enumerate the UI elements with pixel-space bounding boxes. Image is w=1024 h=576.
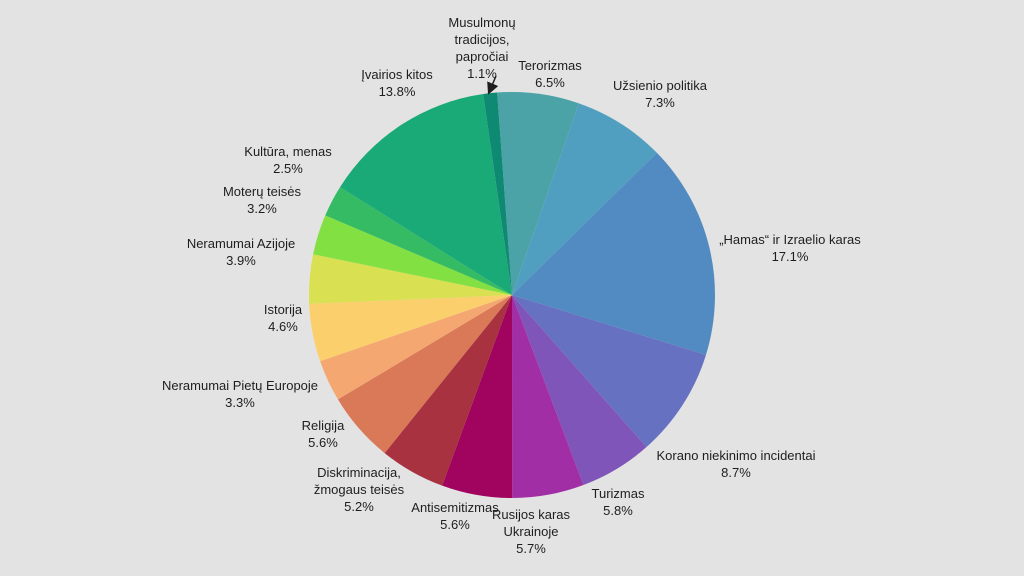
slice-label-rusijos-karas-ukrainoje: Rusijos karas Ukrainoje 5.7%: [492, 507, 571, 556]
slice-label-korano-niekinimo-incidentai: Korano niekinimo incidentai 8.7%: [657, 448, 816, 480]
slice-label-neramumai-pietu-europoje: Neramumai Pietų Europoje 3.3%: [162, 378, 318, 410]
pie-slices: [308, 92, 715, 499]
pie-labels: Terorizmas 6.5% Užsienio politika 7.3% „Hama…: [162, 15, 861, 556]
pie-slice-korano-niekinimo-incidentai: [512, 295, 706, 448]
slice-label-kultura-menas: Kultūra, menas 2.5%: [244, 144, 332, 176]
slice-label-ivairios-kitos: Įvairios kitos 13.8%: [361, 67, 433, 99]
pie-slice-religija: [337, 295, 512, 454]
pie-slice-antisemitizmas: [442, 295, 513, 499]
pie-slice-kultura-menas: [325, 187, 512, 295]
pie-slice-turizmas: [512, 295, 647, 486]
pie-slice-uzsienio-politika: [512, 103, 657, 295]
pie-slice-istorija: [309, 295, 512, 362]
slice-label-antisemitizmas: Antisemitizmas 5.6%: [411, 500, 499, 532]
slice-label-hamas-ir-izraelio-karas: „Hamas“ ir Izraelio karas 17.1%: [719, 232, 861, 264]
pie-slice-rusijos-karas-ukrainoje: [512, 295, 584, 498]
slice-label-uzsienio-politika: Užsienio politika 7.3%: [613, 78, 708, 110]
slice-label-diskriminacija-zmogaus-teises: Diskriminacija, žmogaus teisės 5.2%: [314, 465, 405, 514]
pie-slice-diskriminacija-zmogaus-teises: [384, 295, 512, 486]
slice-label-terorizmas: Terorizmas 6.5%: [518, 58, 582, 90]
pie-slice-terorizmas: [497, 92, 579, 295]
slice-label-musulmonu-tradicijos-paprociai: Musulmonų tradicijos, papročiai 1.1%: [448, 15, 515, 81]
pie-slice-hamas-ir-izraelio-karas: [512, 152, 715, 355]
slice-label-istorija: Istorija 4.6%: [264, 302, 303, 334]
slice-label-religija: Religija 5.6%: [302, 418, 345, 450]
slice-label-turizmas: Turizmas 5.8%: [592, 486, 645, 518]
pie-slice-neramumai-pietu-europoje: [320, 295, 512, 400]
slice-label-neramumai-azijoje: Neramumai Azijoje 3.9%: [187, 236, 295, 268]
pie-slice-moteru-teises: [313, 215, 512, 295]
leader-arrow: [487, 75, 499, 95]
pie-slice-neramumai-azijoje: [308, 254, 512, 304]
pie-slice-ivairios-kitos: [340, 94, 512, 295]
slice-label-moteru-teises: Moterų teisės 3.2%: [223, 184, 302, 216]
pie-slice-musulmonu-tradicijos-paprociai: [483, 92, 512, 295]
